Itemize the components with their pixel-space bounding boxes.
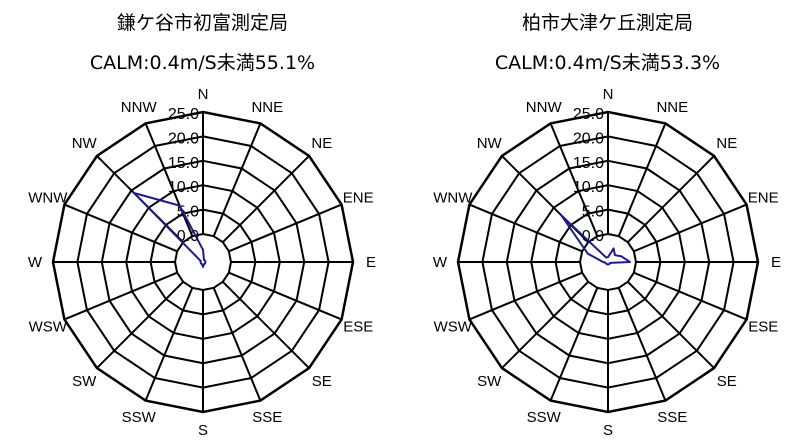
ring-tick-label: 5.0 [177, 204, 199, 221]
data-point [605, 256, 607, 259]
direction-label-ne: NE [716, 135, 737, 152]
direction-label-wnw: WNW [28, 190, 68, 207]
grid-spoke [64, 271, 178, 321]
direction-label-w: W [433, 254, 448, 271]
grid-spoke [469, 203, 583, 253]
grid-spoke [633, 271, 747, 321]
chart-subtitle-calm: CALM:0.4m/S未満53.3% [494, 52, 721, 74]
grid-spoke [469, 271, 583, 321]
data-point [178, 204, 181, 207]
wind-rose-panel-kashiwa: 柏市大津ケ丘測定局 CALM:0.4m/S未満53.3% 0.0 5.0 10.0 1… [405, 0, 810, 441]
direction-label-s: S [603, 422, 613, 439]
direction-label-ese: ESE [343, 318, 373, 335]
direction-label-ese: ESE [748, 318, 778, 335]
direction-label-wnw: WNW [433, 190, 473, 207]
direction-label-w: W [28, 254, 43, 271]
grid-spoke [212, 287, 262, 401]
ring-tick-label: 10.0 [573, 179, 604, 196]
direction-label-sse: SSE [657, 409, 687, 426]
data-point [202, 249, 204, 251]
ring-tick-label: 20.0 [168, 130, 199, 147]
data-point [612, 247, 615, 250]
data-point [614, 254, 616, 256]
data-point [620, 255, 623, 258]
grid-spoke [144, 287, 194, 401]
direction-label-sw: SW [72, 373, 97, 390]
grid-spoke [627, 155, 715, 243]
grid-spoke [222, 281, 310, 369]
grid-spoke [617, 123, 667, 237]
grid-spoke [633, 203, 747, 253]
chart-title: 鎌ケ谷市初富測定局 [116, 12, 288, 34]
ring-tick-label: 10.0 [168, 179, 199, 196]
direction-label-wsw: WSW [29, 318, 68, 335]
chart-title: 柏市大津ケ丘測定局 [521, 12, 693, 34]
direction-label-n: N [603, 86, 614, 103]
grid-spoke [228, 203, 342, 253]
direction-label-e: E [366, 254, 376, 271]
direction-label-nw: NW [72, 135, 98, 152]
grid-spoke [212, 123, 262, 237]
grid-spoke [627, 281, 715, 369]
chart-subtitle-calm: CALM:0.4m/S未満55.1% [89, 52, 316, 74]
data-point [199, 260, 202, 262]
ring-tick-label: 25.0 [573, 106, 604, 123]
direction-label-ene: ENE [343, 190, 374, 207]
wind-rose-chart: 0.05.010.015.020.025.0NNNENEENEEESESESSE… [28, 86, 376, 439]
direction-label-ssw: SSW [527, 409, 562, 426]
data-point [560, 214, 563, 217]
ring-tick-label: 20.0 [573, 130, 604, 147]
data-point [133, 192, 135, 194]
direction-label-nne: NNE [656, 99, 688, 116]
direction-label-se: SE [312, 373, 332, 390]
ring-tick-label: 15.0 [168, 155, 199, 172]
direction-label-nne: NNE [251, 99, 283, 116]
grid-spoke [144, 123, 194, 237]
direction-label-nw: NW [477, 135, 503, 152]
ring-tick-label: 5.0 [582, 204, 604, 221]
ring-tick-label: 15.0 [573, 155, 604, 172]
wind-rose-panel-kamagaya: 鎌ケ谷市初富測定局 CALM:0.4m/S未満55.1% 0.0 5.0 10.0 1… [28, 12, 376, 439]
direction-label-ssw: SSW [122, 409, 157, 426]
direction-label-e: E [771, 254, 781, 271]
direction-label-nnw: NNW [121, 99, 158, 116]
data-point [604, 262, 607, 264]
direction-label-wsw: WSW [434, 318, 473, 335]
direction-label-s: S [198, 422, 208, 439]
grid-spoke [228, 271, 342, 321]
grid-spoke [549, 287, 599, 401]
data-point [607, 256, 609, 258]
wind-rose-chart: 0.05.010.015.020.025.0NNNENEENEEESESESSE… [433, 86, 781, 439]
grid-spoke [64, 203, 178, 253]
direction-label-ne: NE [311, 135, 332, 152]
direction-label-n: N [198, 86, 209, 103]
data-point [203, 263, 205, 266]
ring-tick-label: 25.0 [168, 106, 199, 123]
grid-spoke [549, 123, 599, 237]
data-point [602, 261, 604, 263]
grid-spoke [96, 281, 184, 369]
grid-spoke [222, 155, 310, 243]
direction-label-nnw: NNW [526, 99, 563, 116]
grid-spoke [617, 287, 667, 401]
direction-label-sw: SW [477, 373, 502, 390]
data-point [629, 261, 631, 263]
data-point [202, 266, 204, 268]
direction-label-se: SE [717, 373, 737, 390]
direction-label-ene: ENE [748, 190, 779, 207]
grid-spoke [501, 281, 589, 369]
direction-label-sse: SSE [252, 409, 282, 426]
data-point [586, 252, 589, 255]
